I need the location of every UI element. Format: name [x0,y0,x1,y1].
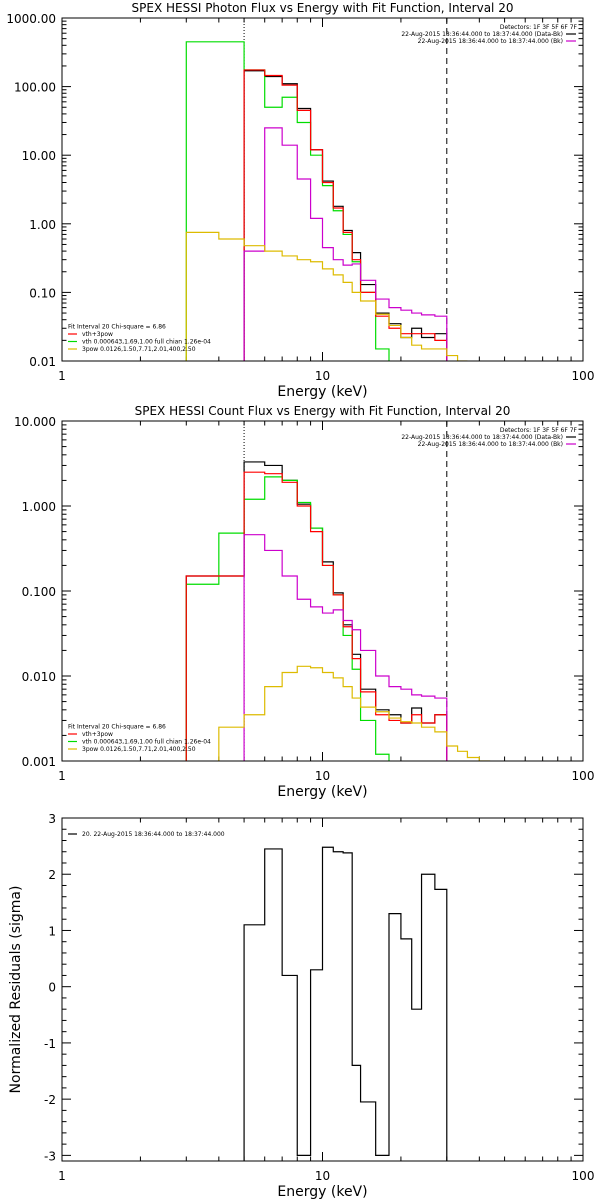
y-tick-label: 2 [48,868,56,882]
series-step-line-5 [218,665,491,761]
y-tick-label: 0 [48,981,56,995]
x-tick-label: 1 [58,369,66,383]
series-step-line-1 [243,846,448,1161]
legend-text: Fit Interval 20 Chi-square = 6.86 [68,724,166,731]
x-tick-label: 10 [315,1169,330,1183]
x-axis-label: Energy (keV) [277,1184,367,1200]
legend-text: vth+3pow [82,731,113,738]
y-tick-label: 0.01 [29,355,56,369]
legend-text: vth+3pow [82,331,113,338]
header-text: 22-Aug-2015 18:36:44.000 to 18:37:44.000… [418,441,563,448]
chart-title: SPEX HESSI Photon Flux vs Energy with Fi… [132,1,514,15]
y-tick-label: -1 [44,1037,56,1051]
y-tick-label: -2 [44,1093,56,1107]
header-text: Detectors: 1F 3F 5F 6F 7F [500,24,578,31]
legend-text: 3pow 0.0126,1.50,7.71,2.01,400,2.50 [82,746,196,753]
x-tick-label: 1 [58,769,66,783]
plot-frame [61,817,584,1162]
legend-text: vth 0.000643,1.69,1.00 full chian 1.26e-… [82,739,211,746]
y-tick-label: 0.001 [22,755,56,769]
series-step-line-5 [185,231,468,361]
chart-panel-2: SPEX HESSI Count Flux vs Energy with Fit… [14,404,594,800]
series-step-line-2 [185,476,390,761]
y-tick-label: 10.00 [22,149,56,163]
x-tick-label: 1 [58,1169,66,1183]
series-step-line-2 [185,41,390,361]
y-tick-label: 0.10 [29,286,56,300]
legend-text: 20. 22-Aug-2015 18:36:44.000 to 18:37:44… [82,831,225,838]
series-step-line-1 [185,461,448,761]
y-tick-label: 1000.00 [6,12,56,26]
series-step-line-4 [243,534,448,761]
y-tick-label: 3 [48,812,56,826]
y-tick-label: -3 [44,1149,56,1163]
y-tick-label: 0.010 [22,670,56,684]
series-step-line-1 [243,70,448,361]
chart-title: SPEX HESSI Count Flux vs Energy with Fit… [135,404,511,418]
data-series-group [185,461,491,761]
series-step-line-4 [243,127,448,361]
y-axis-label: Normalized Residuals (sigma) [8,886,24,1094]
x-tick-label: 10 [315,769,330,783]
legend-text: 3pow 0.0126,1.50,7.71,2.01,400,2.50 [82,346,196,353]
chart-panel-3: 1 10 100 -3 -2 -1 0 1 2 3 Energy (keV) Normalized R… [8,812,594,1200]
series-step-line-3 [185,471,448,761]
header-text: 22-Aug-2015 18:36:44.000 to 18:37:44.000… [418,38,563,45]
x-tick-label: 100 [572,769,595,783]
y-tick-label: 1.00 [29,218,56,232]
plot-frame [61,17,584,362]
plot-frame [61,420,584,762]
header-text: 22-Aug-2015 18:36:44.000 to 18:37:44.000… [401,31,563,38]
header-text: Detectors: 1F 3F 5F 6F 7F [500,427,578,434]
data-series-group [185,41,468,361]
series-step-line-3 [243,69,448,361]
x-tick-label: 100 [572,369,595,383]
y-tick-label: 0.100 [22,585,56,599]
data-series-group [243,846,448,1161]
y-tick-label: 10.000 [14,415,56,429]
legend-text: Fit Interval 20 Chi-square = 6.86 [68,324,166,331]
chart-panel-1: SPEX HESSI Photon Flux vs Energy with Fi… [6,1,594,400]
y-tick-label: 1.000 [22,500,56,514]
x-tick-label: 10 [315,369,330,383]
header-text: 22-Aug-2015 18:36:44.000 to 18:37:44.000… [401,434,563,441]
y-tick-label: 100.00 [14,81,56,95]
y-tick-label: 1 [48,924,56,938]
x-tick-label: 100 [572,1169,595,1183]
x-axis-label: Energy (keV) [277,384,367,400]
legend-text: vth 0.000643,1.69,1.00 full chian 1.26e-… [82,339,211,346]
x-axis-label: Energy (keV) [277,784,367,800]
